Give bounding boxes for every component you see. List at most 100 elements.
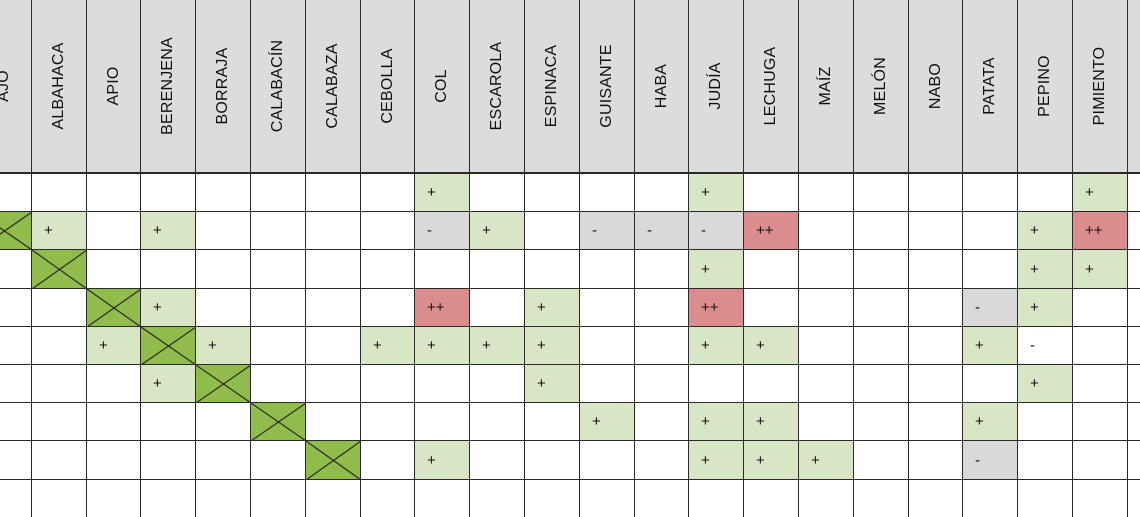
- empty-cell: [31, 364, 86, 402]
- empty-cell: [0, 249, 31, 288]
- column-header-label: LECHUGA: [762, 46, 779, 126]
- column-header-label: PEPINO: [1036, 55, 1053, 117]
- column-header: ESPINACA: [524, 0, 579, 172]
- empty-cell: [469, 402, 524, 440]
- compatibility-cell: +: [414, 440, 469, 479]
- empty-cell: [634, 440, 688, 479]
- compatibility-cell: +: [140, 364, 195, 402]
- empty-cell: [469, 440, 524, 479]
- self-pair-cell: [140, 326, 196, 365]
- empty-cell: [1127, 364, 1140, 402]
- compatibility-cell: +: [524, 326, 579, 364]
- empty-cell: [853, 479, 908, 517]
- empty-cell: [908, 479, 962, 517]
- empty-cell: [743, 173, 798, 211]
- empty-cell: [1072, 440, 1127, 479]
- empty-cell: [305, 479, 360, 517]
- empty-cell: [1127, 440, 1140, 479]
- empty-cell: [579, 173, 634, 211]
- empty-cell: [305, 288, 360, 326]
- column-header-label: ESCAROLA: [488, 41, 505, 131]
- empty-cell: [798, 288, 853, 326]
- column-header-label: CEBOLLA: [378, 48, 396, 124]
- compatibility-cell: -: [1017, 326, 1072, 364]
- empty-cell: [853, 211, 908, 249]
- empty-cell: [524, 249, 579, 288]
- empty-cell: [798, 249, 853, 288]
- empty-cell: [853, 288, 908, 326]
- compatibility-cell: +: [688, 173, 743, 211]
- empty-cell: [305, 326, 360, 364]
- empty-cell: [853, 402, 908, 440]
- empty-cell: [1017, 173, 1072, 211]
- compatibility-cell: +: [360, 326, 414, 364]
- column-header: JUDÍA: [688, 0, 743, 172]
- empty-cell: [853, 249, 908, 288]
- empty-cell: [634, 326, 688, 364]
- empty-cell: [1127, 402, 1140, 440]
- compatibility-cell: +: [962, 326, 1017, 364]
- empty-cell: [1072, 288, 1127, 326]
- empty-cell: [579, 479, 634, 517]
- compatibility-cell: +: [743, 440, 798, 479]
- empty-cell: [0, 326, 31, 364]
- empty-cell: [524, 479, 579, 517]
- empty-cell: [140, 479, 195, 517]
- column-header: PATATA: [962, 0, 1017, 172]
- empty-cell: [31, 173, 86, 211]
- empty-cell: [86, 402, 140, 440]
- self-pair-cell: [86, 288, 141, 327]
- column-header: CEBOLLA: [360, 0, 414, 172]
- column-header-label: PIMIENTO: [1091, 46, 1108, 126]
- compatibility-cell: +: [688, 440, 743, 479]
- empty-cell: [86, 249, 140, 288]
- compatibility-cell: ++: [743, 211, 798, 249]
- empty-cell: [250, 479, 305, 517]
- empty-cell: [305, 249, 360, 288]
- empty-cell: [195, 402, 250, 440]
- column-header: HABA: [634, 0, 688, 172]
- empty-cell: [360, 402, 414, 440]
- empty-cell: [140, 402, 195, 440]
- empty-cell: [634, 249, 688, 288]
- empty-cell: [853, 326, 908, 364]
- empty-cell: [579, 288, 634, 326]
- empty-cell: [1017, 402, 1072, 440]
- compatibility-cell: +: [1017, 364, 1072, 402]
- empty-cell: [908, 364, 962, 402]
- empty-cell: [743, 288, 798, 326]
- compatibility-cell: +: [414, 326, 469, 364]
- compatibility-cell: +: [743, 326, 798, 364]
- compatibility-cell: +: [469, 211, 524, 249]
- empty-cell: [360, 440, 414, 479]
- compatibility-cell: +: [688, 249, 743, 288]
- self-pair-cell: [305, 440, 361, 480]
- empty-cell: [250, 364, 305, 402]
- compatibility-cell: -: [688, 211, 743, 249]
- compatibility-cell: ++: [688, 288, 743, 326]
- empty-cell: [1072, 364, 1127, 402]
- self-pair-cell: [250, 402, 306, 441]
- empty-cell: [469, 249, 524, 288]
- empty-cell: [31, 402, 86, 440]
- column-header-label: NABO: [926, 62, 944, 110]
- compatibility-cell: +: [469, 326, 524, 364]
- empty-cell: [1017, 479, 1072, 517]
- empty-cell: [195, 249, 250, 288]
- column-header-partial: [1127, 0, 1140, 172]
- empty-cell: [195, 173, 250, 211]
- compatibility-cell: +: [31, 211, 86, 249]
- column-header: CALABAZA: [305, 0, 360, 172]
- empty-cell: [1072, 479, 1127, 517]
- empty-cell: [524, 440, 579, 479]
- empty-cell: [798, 173, 853, 211]
- empty-cell: [579, 364, 634, 402]
- compatibility-cell: +: [1017, 249, 1072, 288]
- compatibility-cell: ++: [414, 288, 469, 326]
- empty-cell: [360, 479, 414, 517]
- compatibility-cell: -: [962, 288, 1017, 326]
- compatibility-cell: +: [743, 402, 798, 440]
- cross-icon: [251, 403, 306, 441]
- column-header: NABO: [908, 0, 962, 172]
- empty-cell: [908, 288, 962, 326]
